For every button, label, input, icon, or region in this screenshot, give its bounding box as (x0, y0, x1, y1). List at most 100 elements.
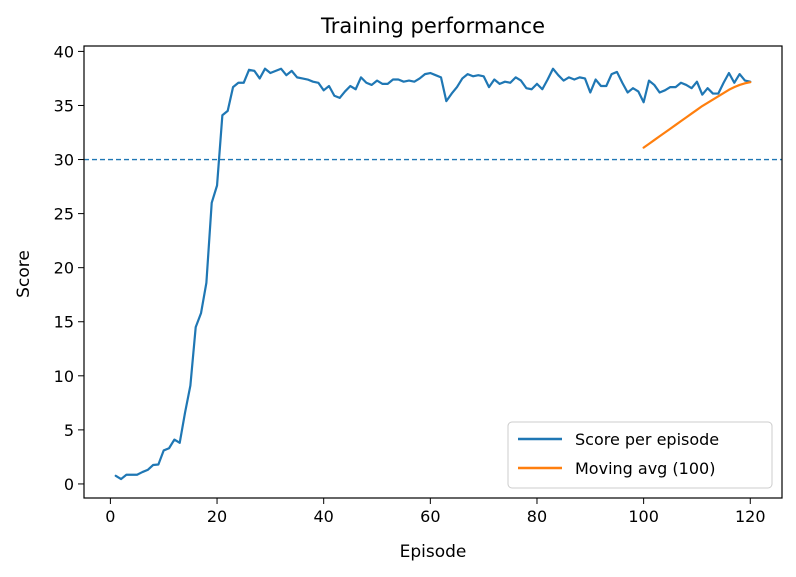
y-axis-label: Score (14, 250, 34, 298)
moving-avg-point (680, 120, 682, 122)
moving-avg-point (739, 84, 741, 86)
score-point (259, 78, 261, 80)
score-point (584, 78, 586, 80)
score-point (424, 73, 426, 75)
score-point (403, 81, 405, 83)
score-point (488, 86, 490, 88)
score-point (291, 70, 293, 72)
score-point (184, 412, 186, 414)
y-tick-label: 35 (54, 96, 74, 115)
score-point (349, 85, 351, 87)
score-point (152, 464, 154, 466)
score-point (275, 70, 277, 72)
score-point (253, 70, 255, 72)
x-axis-label: Episode (400, 542, 467, 562)
score-point (147, 469, 149, 471)
x-tick-label: 120 (735, 507, 766, 526)
moving-avg-point (707, 102, 709, 104)
score-point (216, 185, 218, 187)
score-point (616, 71, 618, 73)
score-point (589, 92, 591, 94)
score-point (296, 76, 298, 78)
moving-avg-point (653, 139, 655, 141)
score-point (499, 83, 501, 85)
score-point (536, 83, 538, 85)
score-point (659, 92, 661, 94)
score-point (419, 78, 421, 80)
x-tick-label: 40 (314, 507, 334, 526)
score-point (365, 82, 367, 84)
score-point (301, 78, 303, 80)
legend-label-score: Score per episode (575, 430, 719, 449)
y-tick-label: 20 (54, 259, 74, 278)
score-point (515, 76, 517, 78)
score-point (637, 91, 639, 93)
score-point (680, 82, 682, 84)
score-point (211, 202, 213, 204)
score-point (605, 85, 607, 87)
plot-area (84, 67, 782, 481)
score-point (653, 84, 655, 86)
score-point (280, 68, 282, 70)
moving-avg-point (675, 124, 677, 126)
moving-avg-point (669, 128, 671, 130)
score-point (611, 73, 613, 75)
x-tick-label: 80 (527, 507, 547, 526)
score-point (173, 439, 175, 441)
score-point (232, 86, 234, 88)
score-point (648, 80, 650, 82)
score-point (712, 93, 714, 95)
moving-avg-point (685, 116, 687, 118)
legend: Score per episode Moving avg (100) (507, 421, 773, 489)
moving-avg-point (749, 81, 751, 83)
score-point (669, 86, 671, 88)
score-point (461, 78, 463, 80)
score-point (440, 76, 442, 78)
x-axis: 0 20 40 60 80 100 120 (105, 498, 766, 526)
score-point (685, 84, 687, 86)
moving-avg-point (648, 143, 650, 145)
score-point (547, 79, 549, 81)
plot-frame (83, 45, 783, 499)
moving-avg-point (701, 105, 703, 107)
score-point (493, 79, 495, 81)
score-point (632, 87, 634, 89)
score-point (227, 110, 229, 112)
moving-avg-point (744, 82, 746, 84)
score-point (579, 76, 581, 78)
x-tick-label: 20 (207, 507, 227, 526)
score-point (221, 114, 223, 116)
score-point (387, 83, 389, 85)
score-point (392, 79, 394, 81)
score-point (451, 93, 453, 95)
score-point (141, 471, 143, 473)
score-point (413, 81, 415, 83)
score-point (525, 87, 527, 89)
y-tick-label: 0 (64, 475, 74, 494)
y-tick-label: 30 (54, 151, 74, 170)
score-point (397, 79, 399, 81)
score-point (520, 80, 522, 82)
score-point (157, 464, 159, 466)
score-point (467, 73, 469, 75)
legend-box (507, 421, 773, 489)
score-series-line (114, 67, 752, 481)
score-point (333, 95, 335, 97)
score-point (248, 69, 250, 71)
score-point (717, 93, 719, 95)
score-point (707, 87, 709, 89)
score-point (371, 84, 373, 86)
score-point (728, 72, 730, 74)
score-point (429, 72, 431, 74)
score-point (557, 74, 559, 76)
y-tick-label: 15 (54, 313, 74, 332)
score-point (477, 74, 479, 76)
chart-title: Training performance (320, 14, 545, 38)
score-point (125, 474, 127, 476)
y-tick-label: 10 (54, 367, 74, 386)
score-point (600, 85, 602, 87)
moving-avg-point (723, 92, 725, 94)
moving-avg-point (664, 132, 666, 134)
score-point (675, 86, 677, 88)
